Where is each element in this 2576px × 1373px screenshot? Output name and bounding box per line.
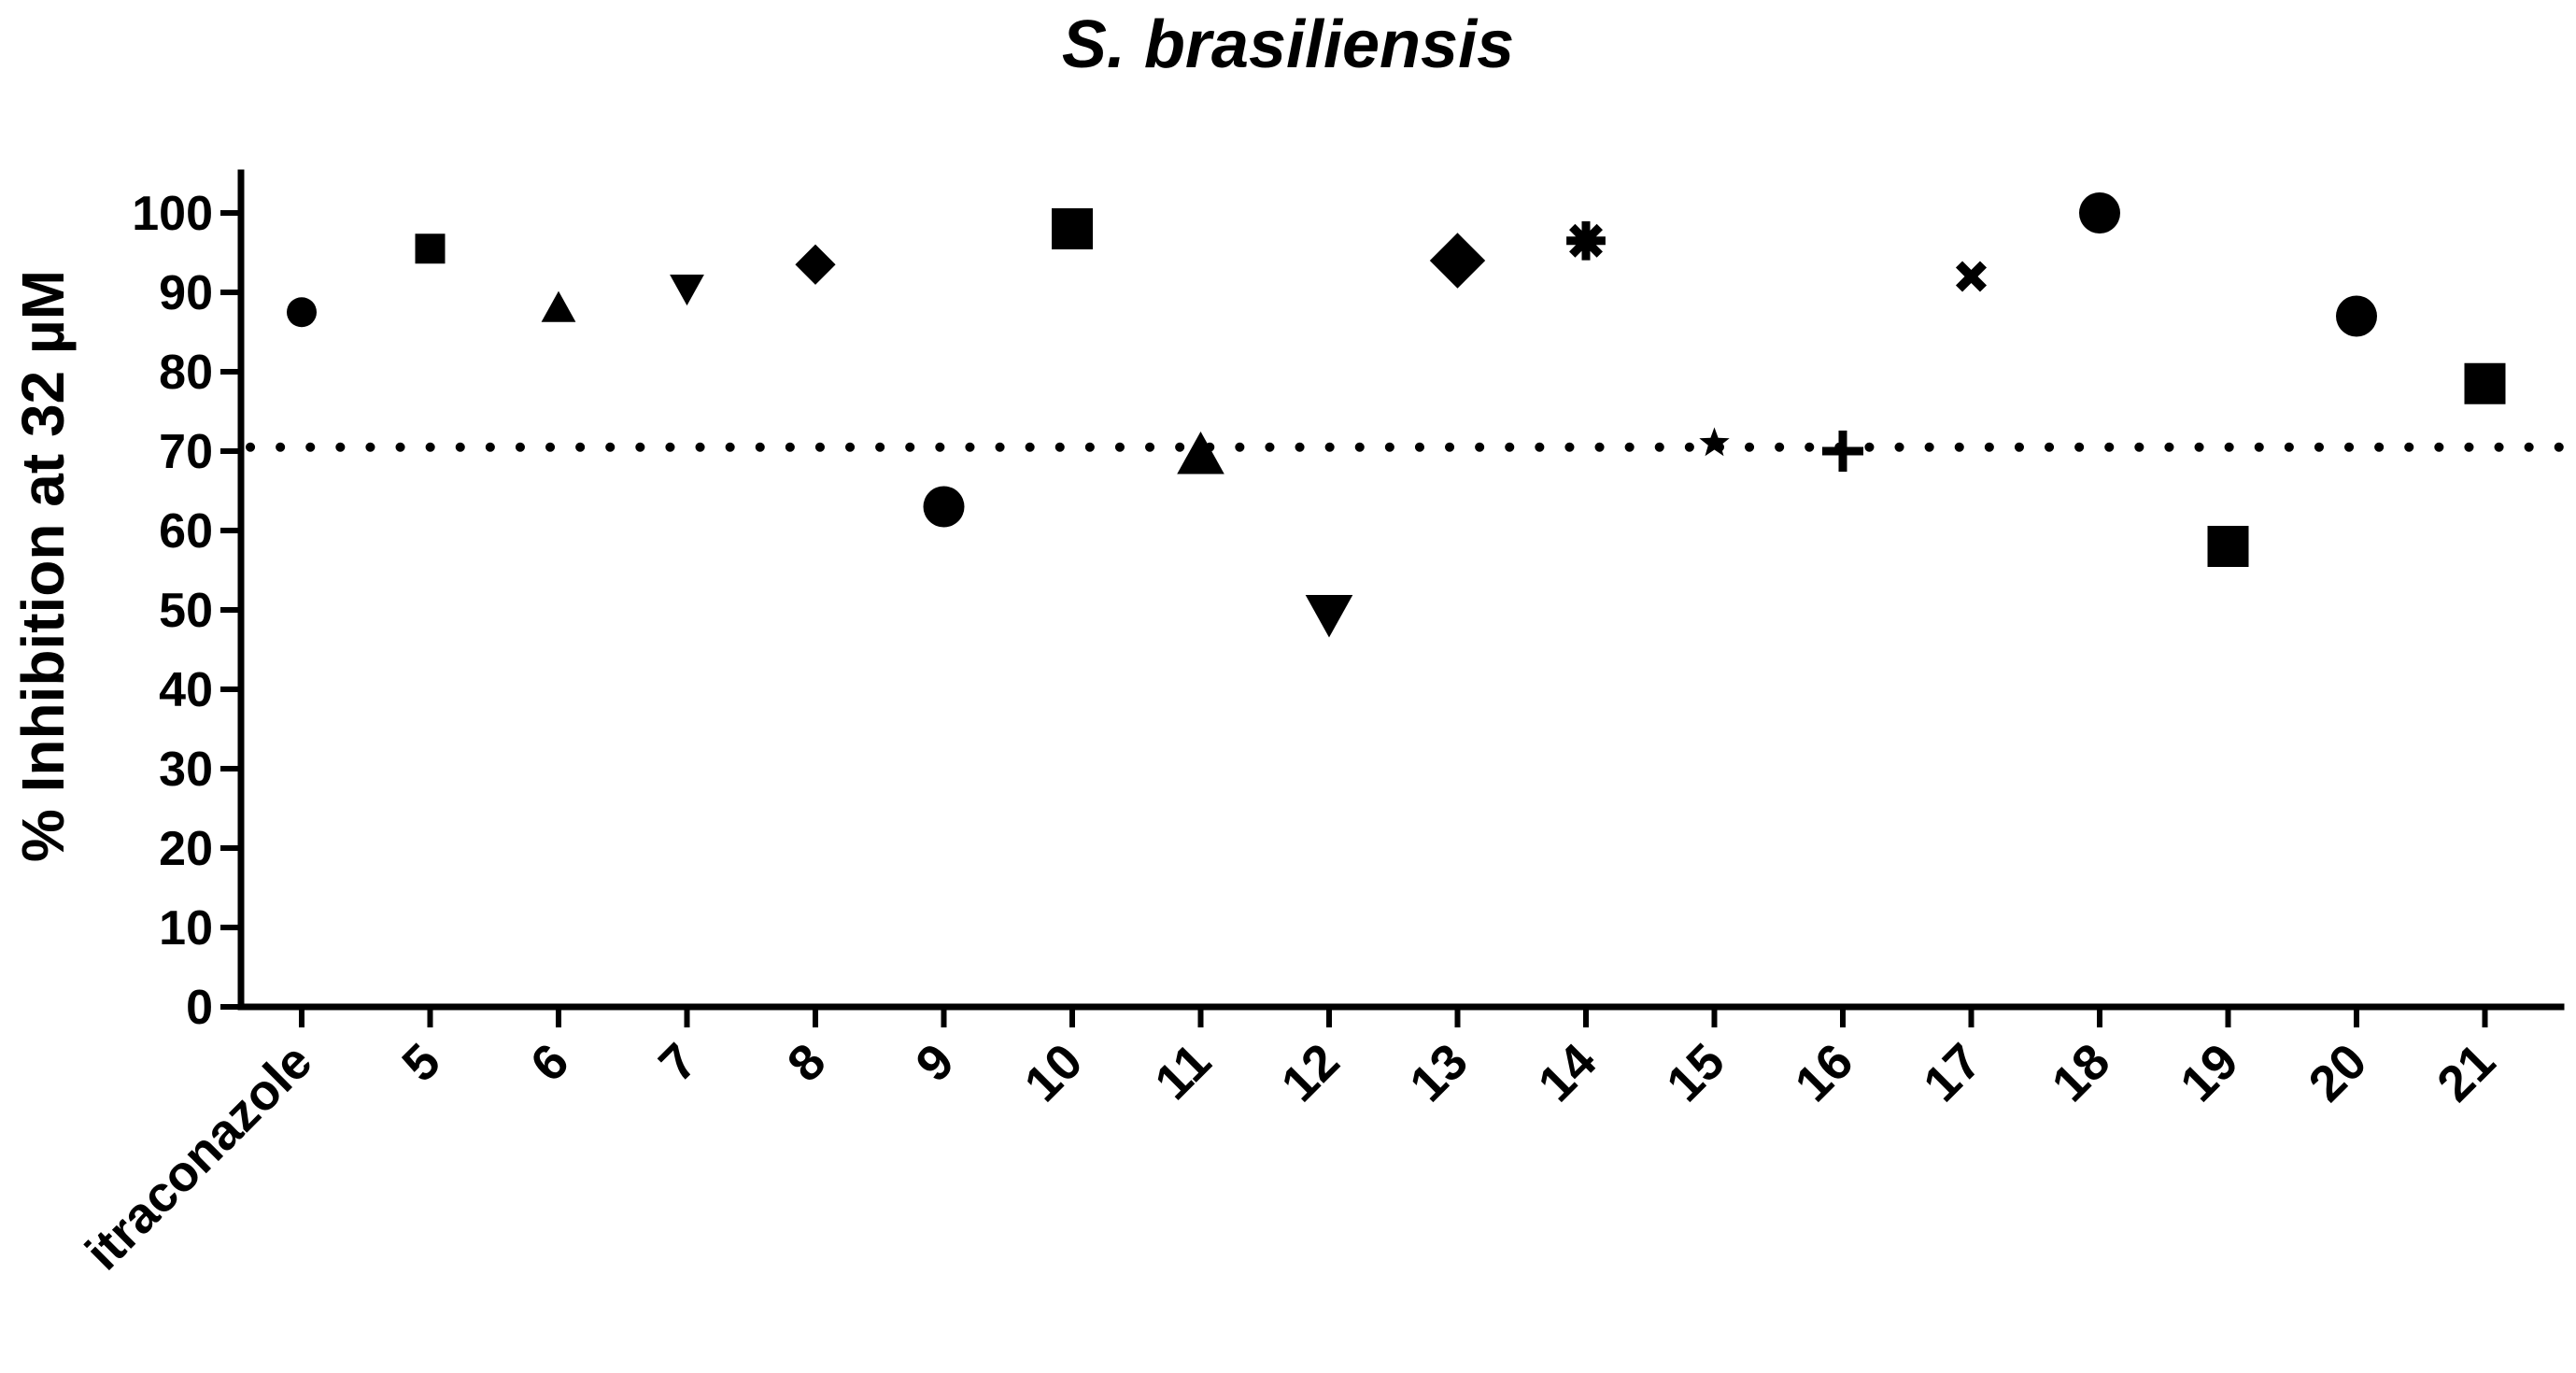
y-tick-label: 0 xyxy=(186,981,213,1035)
y-tick-label: 100 xyxy=(132,187,213,241)
point-17 xyxy=(1955,261,1988,292)
point-10 xyxy=(1052,208,1093,249)
axes xyxy=(237,169,2565,1011)
y-tick-label: 80 xyxy=(159,346,213,400)
point-12 xyxy=(1305,595,1353,638)
y-tick-label: 30 xyxy=(159,743,213,797)
point-20 xyxy=(2336,295,2377,337)
point-itraconazole xyxy=(287,297,317,328)
x-tick-label: 6 xyxy=(520,1033,580,1093)
x-tick-label: 20 xyxy=(2299,1033,2378,1112)
point-5 xyxy=(415,234,446,264)
x-tick-label: 18 xyxy=(2042,1033,2121,1112)
data-points xyxy=(287,192,2506,638)
y-tick-label: 70 xyxy=(159,425,213,479)
y-tick-label: 50 xyxy=(159,584,213,638)
point-9 xyxy=(923,486,965,528)
point-7 xyxy=(670,275,704,306)
y-tick-label: 10 xyxy=(159,901,213,955)
x-axis-ticks: itraconazole 5 6 7 8 9 10 11 12 13 14 15 16 17 18 19 20 2… xyxy=(75,1007,2506,1281)
point-6 xyxy=(541,290,576,322)
point-18 xyxy=(2079,192,2120,234)
point-19 xyxy=(2207,526,2249,567)
x-tick-label: 14 xyxy=(1528,1033,1607,1112)
point-21 xyxy=(2464,362,2506,404)
x-tick-label: 19 xyxy=(2170,1033,2249,1112)
x-tick-label: 13 xyxy=(1399,1033,1479,1112)
point-14-core xyxy=(1578,233,1593,248)
chart-title: S. brasiliensis xyxy=(1062,7,1514,82)
y-tick-label: 90 xyxy=(159,266,213,320)
y-axis-label: % Inhibition at 32 µM xyxy=(9,270,77,862)
y-tick-label: 20 xyxy=(159,822,213,876)
point-16 xyxy=(1822,431,1863,472)
x-tick-label: 8 xyxy=(777,1033,837,1093)
point-13 xyxy=(1429,233,1486,289)
x-tick-label: 17 xyxy=(1913,1033,1992,1112)
x-tick-label: 9 xyxy=(905,1033,965,1093)
x-tick-label: 21 xyxy=(2427,1033,2506,1112)
y-tick-label: 40 xyxy=(159,663,213,717)
y-axis-ticks: 0 10 20 30 40 50 60 70 80 90 100 xyxy=(132,187,241,1035)
point-15 xyxy=(1699,427,1730,457)
x-tick-label: itraconazole xyxy=(75,1033,322,1281)
y-tick-label: 60 xyxy=(159,504,213,559)
point-8 xyxy=(795,244,836,285)
point-17-b xyxy=(1955,261,1988,292)
x-tick-label: 5 xyxy=(391,1033,451,1093)
x-tick-label: 12 xyxy=(1271,1033,1351,1112)
point-14 xyxy=(1566,220,1606,261)
x-tick-label: 11 xyxy=(1144,1033,1222,1111)
x-tick-label: 16 xyxy=(1785,1033,1864,1112)
x-tick-label: 10 xyxy=(1014,1033,1094,1112)
x-tick-label: 15 xyxy=(1656,1033,1735,1112)
point-11 xyxy=(1177,431,1224,474)
x-tick-label: 7 xyxy=(648,1033,708,1093)
